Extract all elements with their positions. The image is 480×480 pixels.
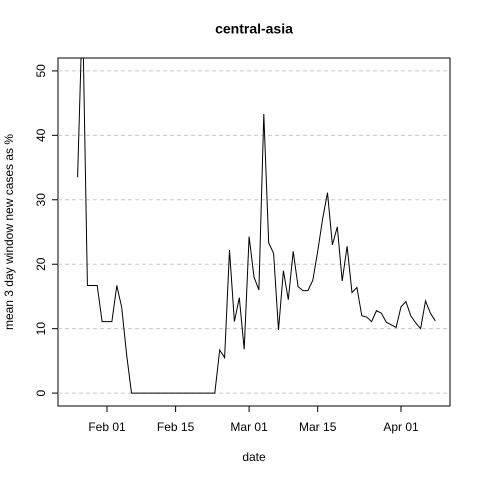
- chart-title: central-asia: [215, 21, 293, 37]
- x-axis-label: date: [242, 450, 266, 464]
- x-tick-label: Feb 01: [88, 420, 126, 434]
- plot-frame: [57, 57, 451, 407]
- y-tick-label: 40: [34, 128, 48, 142]
- x-tick-label: Mar 01: [230, 420, 268, 434]
- y-tick-label: 10: [34, 322, 48, 336]
- x-tick-label: Apr 01: [383, 420, 419, 434]
- y-tick-label: 0: [34, 389, 48, 396]
- x-tick-label: Feb 15: [157, 420, 195, 434]
- y-tick-label: 50: [34, 64, 48, 78]
- y-tick-label: 30: [34, 193, 48, 207]
- y-axis-label: mean 3 day window new cases as %: [2, 134, 16, 330]
- plot-area: [77, 58, 436, 394]
- y-tick-label: 20: [34, 257, 48, 271]
- data-line: [77, 58, 436, 394]
- x-tick-label: Mar 15: [299, 420, 337, 434]
